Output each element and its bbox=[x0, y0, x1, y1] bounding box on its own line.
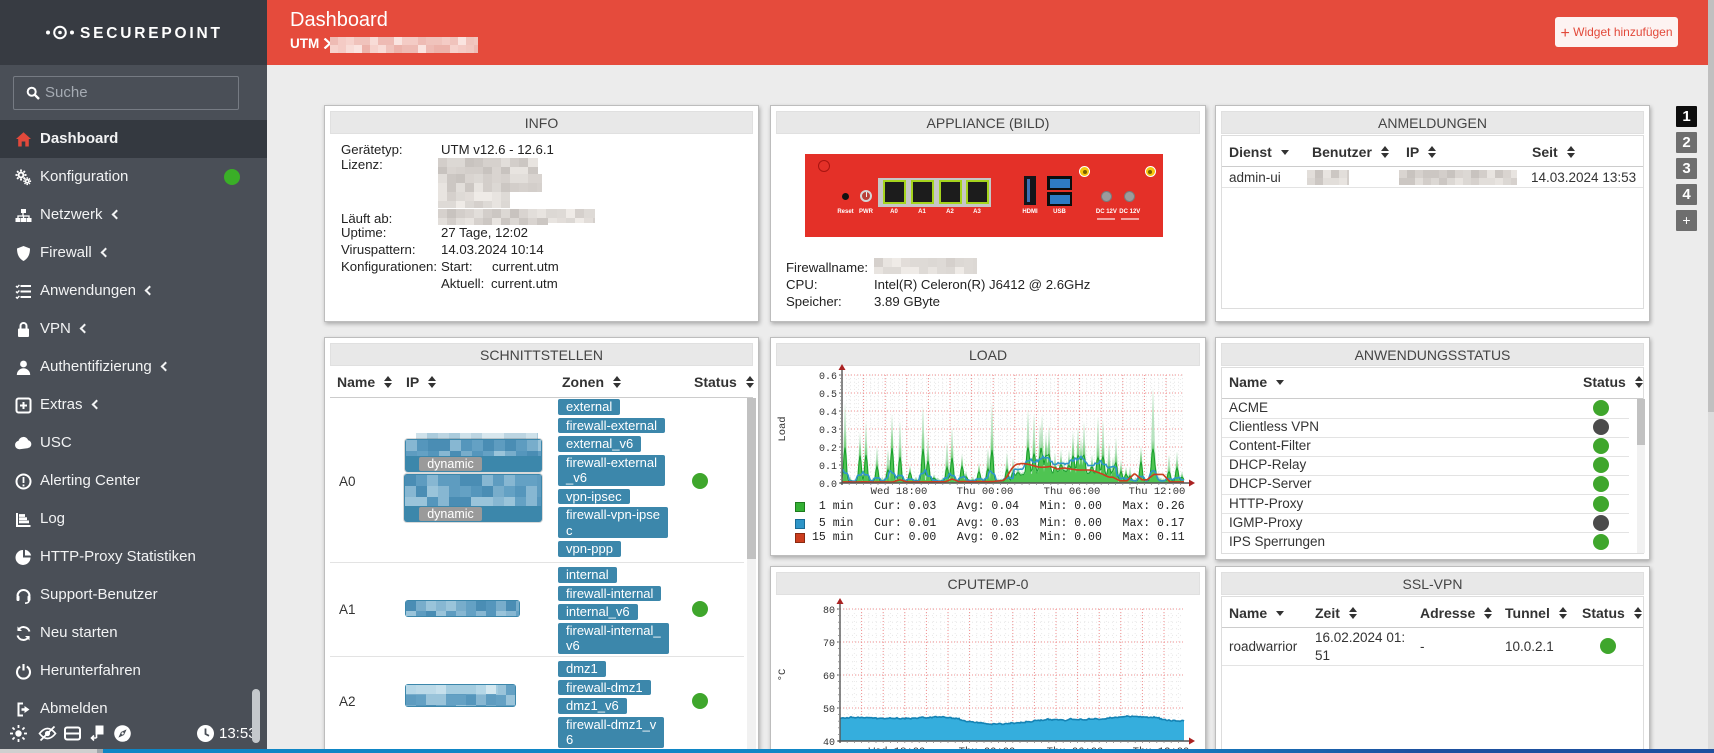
svg-text:Thu 06:00: Thu 06:00 bbox=[1044, 486, 1101, 498]
svg-text:Thu 12:00: Thu 12:00 bbox=[1129, 486, 1186, 498]
svg-text:0.4: 0.4 bbox=[819, 408, 837, 419]
svg-text:70: 70 bbox=[823, 639, 835, 650]
svg-text:Wed 18:00: Wed 18:00 bbox=[871, 486, 928, 498]
svg-text:0.5: 0.5 bbox=[819, 390, 837, 401]
svg-text:Load: Load bbox=[777, 416, 789, 441]
svg-text:0.3: 0.3 bbox=[819, 426, 837, 437]
svg-text:°C: °C bbox=[777, 669, 789, 682]
svg-text:Thu 00:00: Thu 00:00 bbox=[957, 486, 1014, 498]
svg-text:0.2: 0.2 bbox=[819, 444, 837, 455]
svg-text:0.0: 0.0 bbox=[819, 480, 837, 491]
svg-text:SECUREPOINT: SECUREPOINT bbox=[80, 25, 223, 42]
svg-text:0.6: 0.6 bbox=[819, 372, 837, 383]
svg-text:50: 50 bbox=[823, 705, 835, 716]
svg-text:0.1: 0.1 bbox=[819, 462, 837, 473]
svg-text:80: 80 bbox=[823, 606, 835, 617]
svg-text:40: 40 bbox=[823, 738, 835, 749]
svg-text:60: 60 bbox=[823, 672, 835, 683]
